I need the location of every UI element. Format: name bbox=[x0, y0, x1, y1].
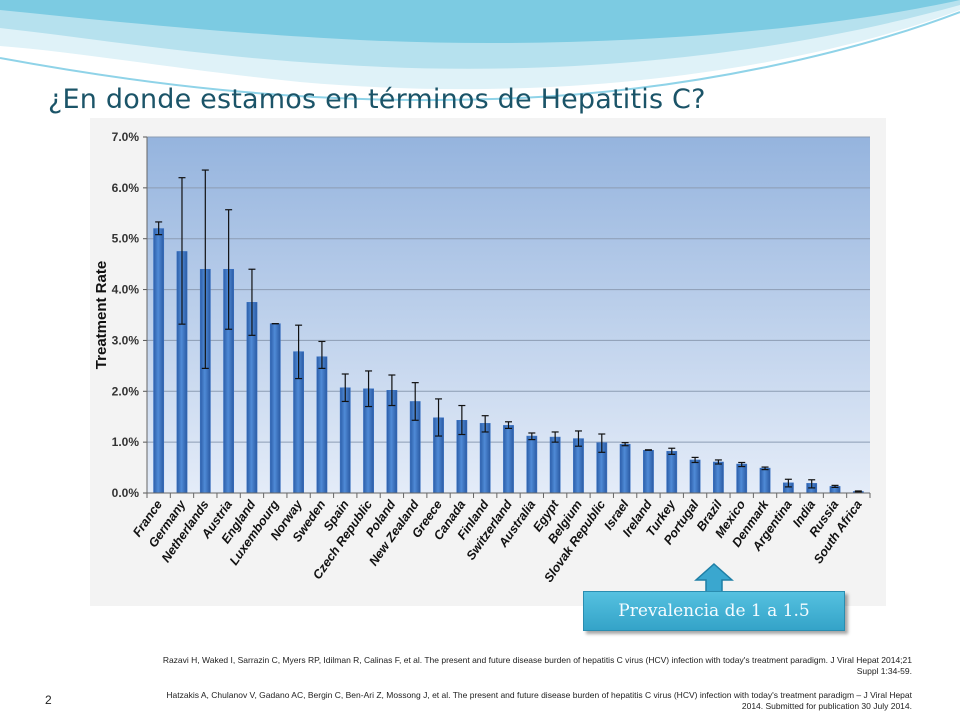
bar-denmark bbox=[759, 467, 771, 494]
bar-spain bbox=[339, 387, 351, 494]
treatment-rate-chart: 0.0%1.0%2.0%3.0%4.0%5.0%6.0%7.0%FranceGe… bbox=[90, 118, 886, 606]
bar-sweden bbox=[316, 356, 328, 494]
page-number: 2 bbox=[45, 693, 52, 707]
header-decoration bbox=[0, 0, 960, 102]
y-tick-label: 0.0% bbox=[112, 486, 140, 500]
y-tick-label: 6.0% bbox=[112, 181, 140, 195]
bar-turkey bbox=[666, 451, 678, 494]
y-tick-label: 5.0% bbox=[112, 232, 140, 246]
bar-australia bbox=[526, 435, 538, 494]
y-tick-label: 2.0% bbox=[112, 384, 140, 398]
bar-finland bbox=[479, 423, 491, 494]
bar-luxembourg bbox=[269, 323, 281, 494]
y-tick-label: 1.0% bbox=[112, 435, 140, 449]
wave-line bbox=[0, 11, 960, 102]
y-tick-label: 3.0% bbox=[112, 333, 140, 347]
wave-band-dark bbox=[0, 0, 960, 44]
bar-france bbox=[153, 228, 165, 494]
bar-israel bbox=[619, 443, 631, 494]
bar-ireland bbox=[643, 450, 654, 494]
prevalence-callout: Prevalencia de 1 a 1.5 bbox=[583, 591, 845, 631]
bar-mexico bbox=[736, 463, 748, 494]
bar-egypt bbox=[549, 436, 561, 494]
bar-brazil bbox=[713, 461, 724, 494]
reference-1: Razavi H, Waked I, Sarrazin C, Myers RP,… bbox=[162, 655, 912, 676]
y-tick-label: 4.0% bbox=[112, 283, 140, 297]
bar-portugal bbox=[689, 459, 701, 494]
bar-switzerland bbox=[503, 425, 514, 494]
y-tick-label: 7.0% bbox=[112, 130, 140, 144]
y-axis-label: Treatment Rate bbox=[93, 261, 110, 369]
page-title: ¿En donde estamos en términos de Hepatit… bbox=[48, 84, 706, 115]
reference-2: Hatzakis A, Chulanov V, Gadano AC, Bergi… bbox=[166, 690, 912, 711]
